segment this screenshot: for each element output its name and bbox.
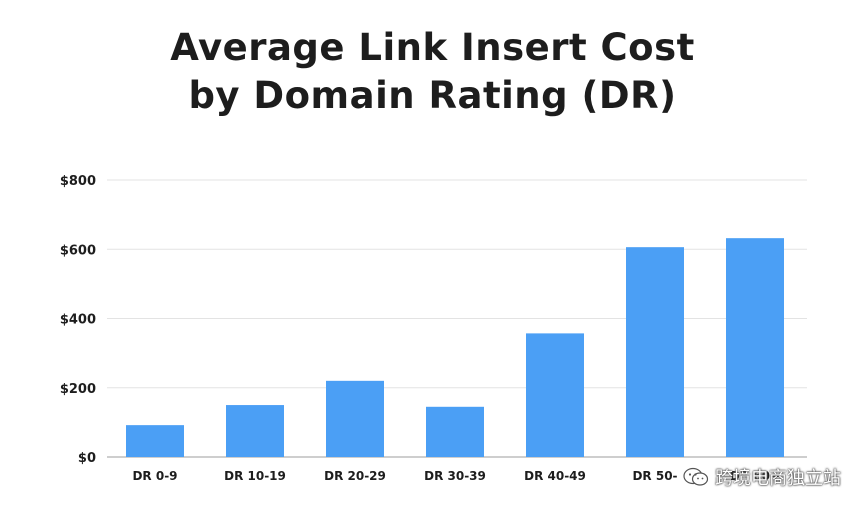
x-tick-label: DR 20-29 [324, 469, 386, 483]
chart-title-line-2: by Domain Rating (DR) [188, 74, 677, 117]
x-tick-label: DR 0-9 [132, 469, 177, 483]
x-axis-ticks: DR 0-9 DR 10-19 DR 20-29 DR 30-39 DR 40-49 DR… [132, 469, 780, 483]
bars [126, 238, 784, 457]
y-tick-label: $800 [60, 174, 96, 189]
bar [526, 333, 584, 457]
chart-title-line-1: Average Link Insert Cost [170, 26, 695, 69]
x-tick-label: DR 30-39 [424, 469, 486, 483]
y-tick-label: $200 [60, 382, 96, 397]
bar [226, 405, 284, 457]
y-tick-label: $0 [78, 451, 96, 466]
bar [626, 247, 684, 457]
y-tick-label: $400 [60, 313, 96, 328]
watermark-text: 跨境电商独立站 [715, 468, 841, 489]
bar [126, 425, 184, 457]
x-tick-label: DR 10-19 [224, 469, 286, 483]
watermark: 跨境电商独立站 [683, 464, 841, 490]
y-axis-ticks: $0 $200 $400 $600 $800 [60, 174, 96, 466]
x-tick-label: DR 60+ [730, 469, 780, 483]
chart-title: Average Link Insert Cost by Domain Ratin… [0, 24, 865, 120]
x-tick-label: DR 50- [632, 469, 677, 483]
y-tick-label: $600 [60, 243, 96, 258]
wechat-icon [683, 467, 709, 486]
x-tick-label: DR 40-49 [524, 469, 586, 483]
bar [726, 238, 784, 457]
bar [426, 406, 484, 457]
bar [326, 380, 384, 457]
